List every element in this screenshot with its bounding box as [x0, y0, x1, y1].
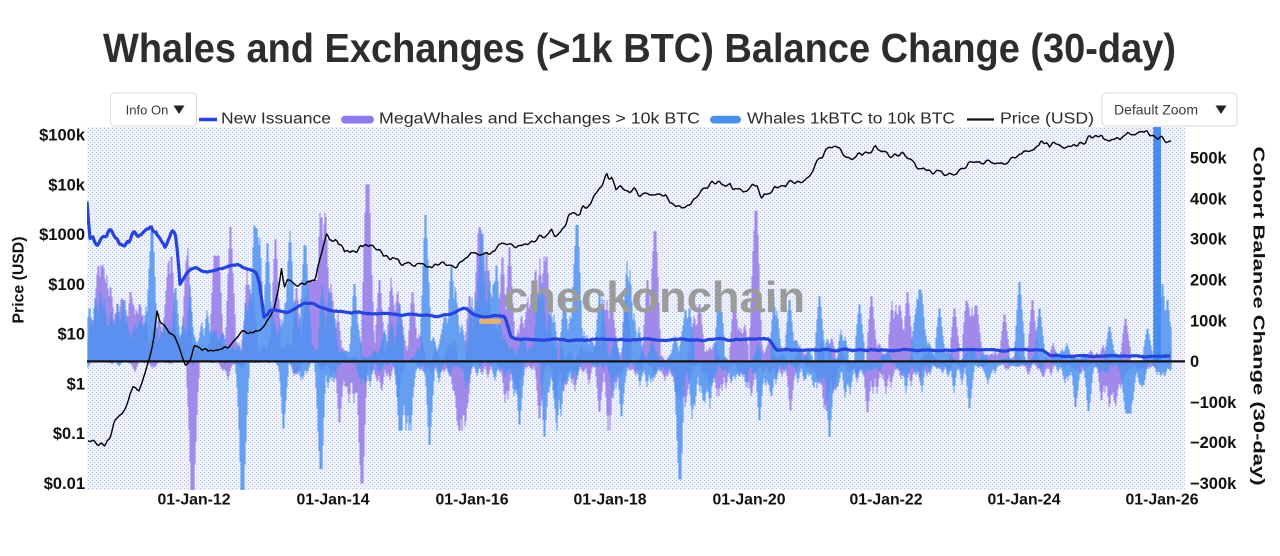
svg-text:01-Jan-14: 01-Jan-14 [297, 492, 370, 509]
svg-text:$100k: $100k [39, 127, 86, 145]
svg-text:New Issuance: New Issuance [221, 111, 331, 128]
svg-text:0: 0 [1190, 353, 1199, 371]
svg-text:Cohort Balance Change (30-day): Cohort Balance Change (30-day) [1250, 147, 1267, 486]
svg-text:Whales and Exchanges (>1k BTC): Whales and Exchanges (>1k BTC) Balance C… [103, 25, 1176, 71]
svg-text:−200k: −200k [1190, 434, 1237, 452]
svg-text:$1000: $1000 [39, 226, 85, 244]
svg-text:Price (USD): Price (USD) [11, 237, 28, 324]
svg-text:$1: $1 [67, 375, 85, 393]
svg-text:01-Jan-12: 01-Jan-12 [158, 492, 231, 509]
svg-text:checkonchain: checkonchain [503, 273, 805, 322]
svg-text:01-Jan-20: 01-Jan-20 [713, 492, 786, 509]
svg-text:$100: $100 [48, 276, 85, 294]
svg-text:−300k: −300k [1190, 475, 1237, 493]
svg-text:$10: $10 [57, 326, 85, 344]
svg-text:Default Zoom: Default Zoom [1114, 102, 1198, 118]
svg-text:$10k: $10k [48, 177, 86, 195]
svg-text:200k: 200k [1190, 272, 1228, 290]
svg-text:$0.01: $0.01 [44, 475, 85, 493]
svg-text:MegaWhales and Exchanges > 10k: MegaWhales and Exchanges > 10k BTC [379, 111, 700, 128]
svg-text:300k: 300k [1190, 231, 1228, 249]
svg-text:01-Jan-24: 01-Jan-24 [988, 492, 1061, 509]
svg-text:01-Jan-26: 01-Jan-26 [1126, 492, 1199, 509]
svg-text:100k: 100k [1190, 313, 1228, 331]
svg-text:Price (USD): Price (USD) [1000, 111, 1094, 128]
svg-text:01-Jan-22: 01-Jan-22 [850, 492, 923, 509]
svg-text:01-Jan-18: 01-Jan-18 [574, 492, 647, 509]
svg-text:−100k: −100k [1190, 394, 1237, 412]
svg-text:$0.1: $0.1 [53, 425, 85, 443]
svg-text:500k: 500k [1190, 149, 1228, 167]
svg-text:400k: 400k [1190, 190, 1228, 208]
svg-text:01-Jan-16: 01-Jan-16 [436, 492, 509, 509]
svg-text:Whales 1kBTC to 10k BTC: Whales 1kBTC to 10k BTC [747, 111, 955, 128]
svg-text:Info On: Info On [126, 103, 169, 118]
